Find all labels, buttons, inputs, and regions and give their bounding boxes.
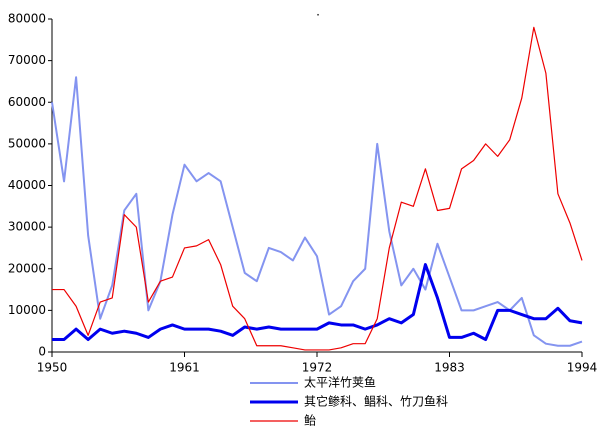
series-line (52, 26, 583, 351)
x-tick-label: 1961 (169, 361, 200, 375)
x-tick-label: 1994 (567, 361, 598, 375)
y-tick-label: 80000 (8, 12, 46, 26)
x-tick-label: 1983 (434, 361, 465, 375)
legend-label: 鲐 (304, 413, 316, 428)
chart-title: . (316, 5, 320, 19)
legend-label: 其它鲹科、鲳科、竹刀鱼科 (304, 394, 448, 409)
y-tick-label: 10000 (8, 303, 46, 317)
y-tick-label: 50000 (8, 136, 46, 150)
y-tick-label: 70000 (8, 53, 46, 67)
series-line (51, 76, 583, 347)
y-tick-label: 30000 (8, 220, 46, 234)
y-tick-label: 0 (38, 345, 46, 359)
legend-label: 太平洋竹荚鱼 (304, 375, 376, 390)
x-tick-label: 1972 (302, 361, 333, 375)
y-tick-label: 40000 (8, 178, 46, 192)
x-tick-label: 1950 (37, 361, 68, 375)
y-tick-label: 60000 (8, 95, 46, 109)
series-line (52, 263, 583, 342)
y-tick-label: 20000 (8, 261, 46, 275)
